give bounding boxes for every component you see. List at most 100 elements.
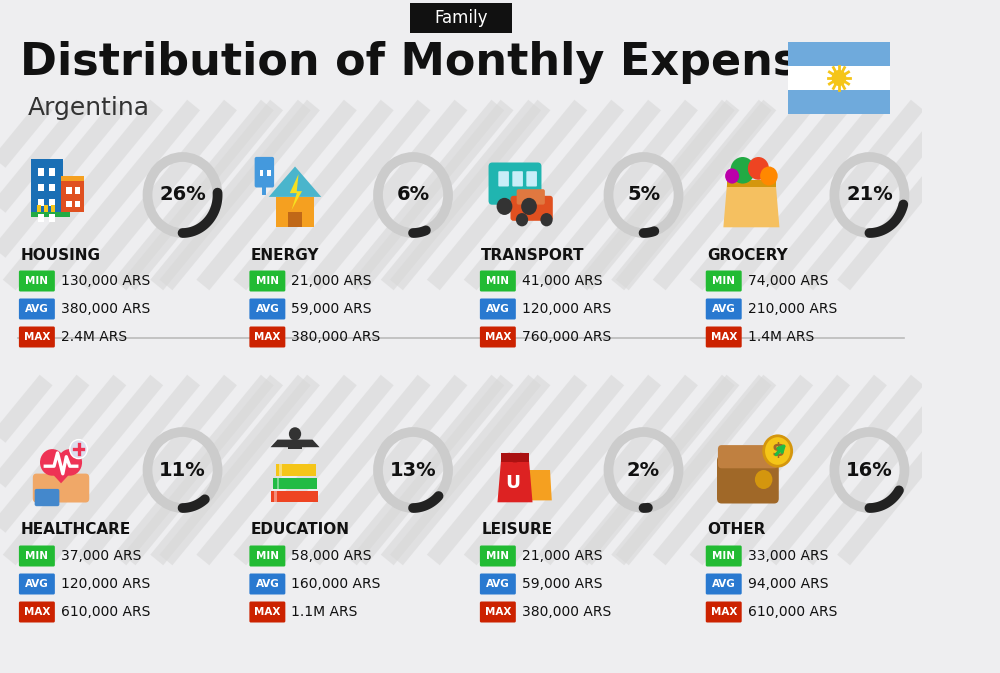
FancyBboxPatch shape xyxy=(31,159,63,212)
Text: 16%: 16% xyxy=(846,460,893,479)
Text: 1.4M ARS: 1.4M ARS xyxy=(748,330,814,344)
Text: MIN: MIN xyxy=(25,276,48,286)
Text: HOUSING: HOUSING xyxy=(20,248,100,262)
FancyBboxPatch shape xyxy=(271,491,318,502)
FancyBboxPatch shape xyxy=(480,573,516,594)
Text: 74,000 ARS: 74,000 ARS xyxy=(748,274,828,288)
FancyBboxPatch shape xyxy=(273,478,317,489)
FancyBboxPatch shape xyxy=(249,573,285,594)
Circle shape xyxy=(289,427,301,441)
Circle shape xyxy=(58,449,82,476)
FancyBboxPatch shape xyxy=(274,491,277,502)
FancyBboxPatch shape xyxy=(517,189,545,205)
Text: 210,000 ARS: 210,000 ARS xyxy=(748,302,837,316)
Polygon shape xyxy=(497,460,533,502)
Circle shape xyxy=(730,157,755,184)
Circle shape xyxy=(764,436,792,466)
FancyBboxPatch shape xyxy=(718,445,778,468)
Text: 1.1M ARS: 1.1M ARS xyxy=(291,605,358,619)
Text: 130,000 ARS: 130,000 ARS xyxy=(61,274,150,288)
Polygon shape xyxy=(269,166,321,197)
FancyBboxPatch shape xyxy=(38,199,44,207)
Text: MAX: MAX xyxy=(485,607,511,617)
Text: MIN: MIN xyxy=(486,276,509,286)
Text: AVG: AVG xyxy=(712,579,736,589)
FancyBboxPatch shape xyxy=(480,326,516,347)
FancyBboxPatch shape xyxy=(249,299,285,320)
FancyBboxPatch shape xyxy=(706,546,742,567)
Circle shape xyxy=(40,449,65,476)
Text: 21,000 ARS: 21,000 ARS xyxy=(522,549,602,563)
FancyBboxPatch shape xyxy=(33,474,89,503)
FancyBboxPatch shape xyxy=(480,271,516,291)
FancyBboxPatch shape xyxy=(276,197,314,227)
Text: 160,000 ARS: 160,000 ARS xyxy=(291,577,381,591)
Text: MIN: MIN xyxy=(712,276,735,286)
FancyBboxPatch shape xyxy=(61,176,84,181)
Text: AVG: AVG xyxy=(255,304,279,314)
FancyBboxPatch shape xyxy=(19,546,55,567)
Circle shape xyxy=(70,439,87,458)
Polygon shape xyxy=(42,462,80,483)
FancyBboxPatch shape xyxy=(19,602,55,623)
FancyBboxPatch shape xyxy=(489,162,541,205)
Text: AVG: AVG xyxy=(25,304,49,314)
Text: 59,000 ARS: 59,000 ARS xyxy=(522,577,602,591)
FancyBboxPatch shape xyxy=(480,602,516,623)
FancyBboxPatch shape xyxy=(706,299,742,320)
Text: 2%: 2% xyxy=(627,460,660,479)
FancyBboxPatch shape xyxy=(279,464,282,476)
Circle shape xyxy=(832,70,846,86)
Polygon shape xyxy=(271,439,320,447)
Circle shape xyxy=(521,198,537,215)
FancyBboxPatch shape xyxy=(410,3,512,33)
FancyBboxPatch shape xyxy=(75,201,80,207)
FancyBboxPatch shape xyxy=(19,573,55,594)
Text: AVG: AVG xyxy=(25,579,49,589)
Text: TRANSPORT: TRANSPORT xyxy=(481,248,585,262)
Circle shape xyxy=(540,213,553,226)
Text: AVG: AVG xyxy=(255,579,279,589)
FancyBboxPatch shape xyxy=(66,201,72,207)
Text: HEALTHCARE: HEALTHCARE xyxy=(20,522,131,538)
Text: Family: Family xyxy=(434,9,488,27)
Text: ENERGY: ENERGY xyxy=(251,248,319,262)
Text: MIN: MIN xyxy=(25,551,48,561)
FancyBboxPatch shape xyxy=(276,464,316,476)
Text: MIN: MIN xyxy=(486,551,509,561)
FancyBboxPatch shape xyxy=(255,157,274,188)
Circle shape xyxy=(516,213,528,226)
Circle shape xyxy=(755,470,772,489)
Text: 5%: 5% xyxy=(627,186,660,205)
Polygon shape xyxy=(526,470,552,501)
Text: EDUCATION: EDUCATION xyxy=(251,522,350,538)
FancyBboxPatch shape xyxy=(249,271,285,291)
Text: 21%: 21% xyxy=(846,186,893,205)
FancyBboxPatch shape xyxy=(526,171,537,186)
Polygon shape xyxy=(290,174,302,210)
Text: 760,000 ARS: 760,000 ARS xyxy=(522,330,611,344)
FancyBboxPatch shape xyxy=(727,180,776,187)
Text: 33,000 ARS: 33,000 ARS xyxy=(748,549,828,563)
Text: MAX: MAX xyxy=(24,607,50,617)
FancyBboxPatch shape xyxy=(706,602,742,623)
FancyBboxPatch shape xyxy=(260,170,263,176)
FancyBboxPatch shape xyxy=(51,205,55,212)
Text: MAX: MAX xyxy=(254,332,281,342)
Text: 380,000 ARS: 380,000 ARS xyxy=(522,605,611,619)
FancyBboxPatch shape xyxy=(44,205,48,212)
Text: 380,000 ARS: 380,000 ARS xyxy=(291,330,381,344)
Text: AVG: AVG xyxy=(486,304,510,314)
FancyBboxPatch shape xyxy=(38,168,44,176)
FancyBboxPatch shape xyxy=(510,196,553,221)
FancyBboxPatch shape xyxy=(75,187,80,194)
FancyBboxPatch shape xyxy=(501,453,529,462)
FancyBboxPatch shape xyxy=(267,170,271,176)
FancyBboxPatch shape xyxy=(706,573,742,594)
FancyBboxPatch shape xyxy=(49,184,55,191)
Text: 58,000 ARS: 58,000 ARS xyxy=(291,549,372,563)
Text: MAX: MAX xyxy=(485,332,511,342)
Text: MAX: MAX xyxy=(24,332,50,342)
Text: Distribution of Monthly Expenses: Distribution of Monthly Expenses xyxy=(20,40,856,83)
Text: MAX: MAX xyxy=(711,332,737,342)
